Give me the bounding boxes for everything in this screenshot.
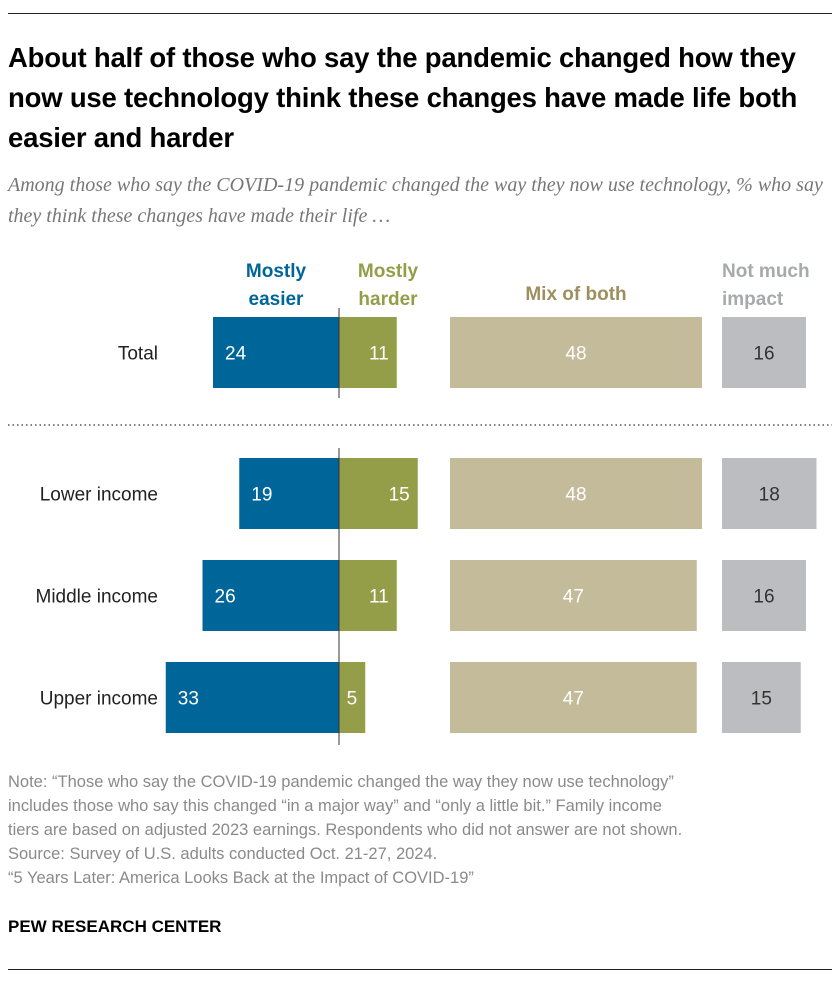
data-label: 11	[369, 344, 389, 365]
bar-mostly-harder	[339, 662, 366, 733]
bar-mostly-easier	[165, 662, 339, 733]
data-label: 48	[565, 485, 586, 506]
bar-mostly-easier	[202, 560, 339, 631]
category-label: Upper income	[40, 689, 158, 710]
note: Note: “Those who say the COVID-19 pandem…	[8, 770, 838, 890]
legend-label-3: Not much	[722, 261, 810, 282]
source-line: Source: Survey of U.S. adults conducted …	[8, 845, 438, 863]
category-label: Middle income	[36, 587, 159, 608]
legend-label-3: impact	[722, 289, 784, 310]
data-label: 47	[563, 689, 584, 710]
chart-subtitle: Among those who say the COVID-19 pandemi…	[8, 174, 823, 227]
note-line: includes those who say this changed “in …	[8, 797, 662, 815]
legend-label-0: easier	[249, 289, 305, 310]
bar-mix-of-both	[450, 317, 702, 388]
legend-label-1: Mostly	[358, 261, 419, 282]
note-line: Note: “Those who say the COVID-19 pandem…	[8, 773, 674, 791]
data-label: 33	[178, 689, 199, 710]
bottom-rule	[8, 969, 832, 970]
data-label: 26	[215, 587, 236, 608]
bar-mostly-easier	[239, 458, 339, 529]
legend-label-1: harder	[358, 289, 418, 310]
top-rule	[8, 13, 832, 14]
bar-mix-of-both	[450, 662, 697, 733]
data-label: 48	[565, 344, 586, 365]
data-label: 18	[759, 485, 780, 506]
bar-not-much-impact	[722, 317, 806, 388]
bar-mostly-harder	[339, 458, 418, 529]
data-label: 11	[369, 587, 389, 608]
data-label: 16	[753, 587, 774, 608]
category-label: Total	[118, 344, 158, 365]
bar-mix-of-both	[450, 560, 697, 631]
data-label: 19	[251, 485, 272, 506]
data-label: 16	[753, 344, 774, 365]
data-label: 47	[563, 587, 584, 608]
data-label: 15	[389, 485, 410, 506]
bar-mostly-harder	[339, 317, 397, 388]
bar-chart: Mostly easier Mostly harder Mix of both Not m…	[8, 261, 832, 745]
note-line: tiers are based on adjusted 2023 earning…	[8, 821, 683, 839]
data-label: 24	[225, 344, 247, 365]
pew-logo-text: PEW RESEARCH CENTER	[8, 917, 222, 936]
bar-mostly-harder	[339, 560, 397, 631]
report-title-line: “5 Years Later: America Looks Back at th…	[8, 869, 474, 887]
category-label: Lower income	[40, 485, 158, 506]
bar-not-much-impact	[722, 560, 806, 631]
bar-not-much-impact	[722, 458, 817, 529]
data-label: 5	[347, 689, 358, 710]
bar-mostly-easier	[213, 317, 339, 388]
bar-not-much-impact	[722, 662, 801, 733]
chart-title: About half of those who say the pandemic…	[8, 42, 798, 153]
legend-label-0: Mostly	[246, 261, 307, 282]
bar-mix-of-both	[450, 458, 702, 529]
data-label: 15	[751, 689, 772, 710]
legend-label-2: Mix of both	[525, 284, 626, 305]
